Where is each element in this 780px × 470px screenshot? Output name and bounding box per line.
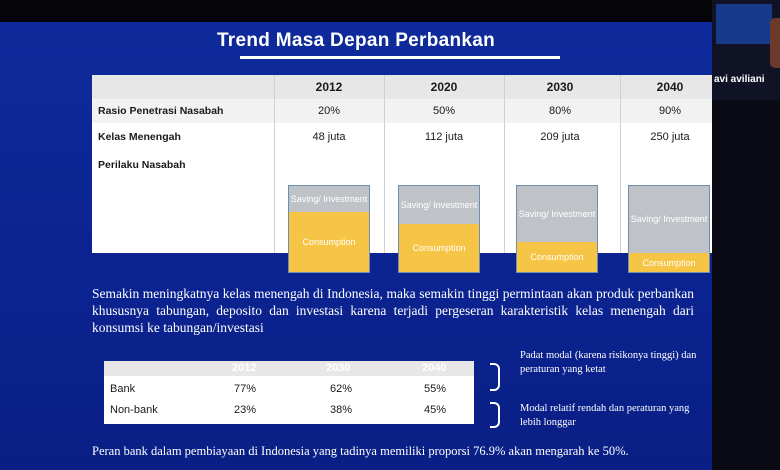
saving-segment: Saving/ Investment xyxy=(399,186,479,224)
top-bar xyxy=(0,0,780,22)
year-2020: 2020 xyxy=(430,80,458,94)
penetration-2012: 20% xyxy=(317,105,341,117)
presentation-slide: Trend Masa Depan Perbankan 2012 2020 203… xyxy=(0,22,712,470)
nonbank-2040: 45% xyxy=(424,404,447,416)
video-thumbnail[interactable] xyxy=(712,0,780,100)
bank-share-header xyxy=(104,361,474,376)
column-divider xyxy=(620,75,621,253)
note-nonbank: Modal relatif rendah dan peraturan yang … xyxy=(520,403,690,428)
nonbank-2030: 38% xyxy=(330,404,353,416)
year-2012: 2012 xyxy=(315,80,343,94)
behavior-bar-2030: Saving/ Investment Consumption xyxy=(516,185,598,273)
column-divider xyxy=(384,75,385,253)
right-panel xyxy=(712,100,780,470)
description-paragraph: Semakin meningkatnya kelas menengah di I… xyxy=(92,286,694,335)
row-label-behavior: Perilaku Nasabah xyxy=(98,159,186,171)
consumption-segment: Consumption xyxy=(289,212,369,272)
year-2040: 2040 xyxy=(656,80,684,94)
behavior-bar-2040: Saving/ Investment Consumption xyxy=(628,185,710,273)
penetration-2020: 50% xyxy=(432,105,456,117)
saving-segment: Saving/ Investment xyxy=(289,186,369,212)
behavior-bar-2012: Saving/ Investment Consumption xyxy=(288,185,370,273)
saving-segment: Saving/ Investment xyxy=(629,186,709,253)
nonbank-2012: 23% xyxy=(234,404,257,416)
middle-class-2012: 48 juta xyxy=(312,131,346,143)
middle-class-2020: 112 juta xyxy=(424,131,464,143)
penetration-2040: 90% xyxy=(658,105,682,117)
bank-2012: 77% xyxy=(234,383,257,395)
middle-class-2030: 209 juta xyxy=(540,131,580,143)
participant-name: avi aviliani xyxy=(714,74,765,85)
middle-class-2040: 250 juta xyxy=(650,131,690,143)
trend-table-header xyxy=(92,75,712,99)
column-divider xyxy=(504,75,505,253)
row-label-nonbank: Non-bank xyxy=(110,404,158,416)
video-participant xyxy=(770,18,780,68)
year-2030: 2030 xyxy=(546,80,574,94)
bank-share-table: 2012 2030 2040 Bank 77% 62% 55% Non-bank… xyxy=(104,361,474,424)
video-shared-screen xyxy=(716,4,772,44)
consumption-segment: Consumption xyxy=(629,253,709,272)
bank-2030: 62% xyxy=(330,383,353,395)
share-year-2040: 2040 xyxy=(422,362,447,374)
note-bank: Padat modal (karena risikonya tinggi) da… xyxy=(520,350,697,375)
behavior-bar-2020: Saving/ Investment Consumption xyxy=(398,185,480,273)
column-divider xyxy=(274,75,275,253)
bracket-bank xyxy=(490,363,500,391)
row-label-bank: Bank xyxy=(110,383,136,395)
trend-table: 2012 2020 2030 2040 Rasio Penetrasi Nasa… xyxy=(92,75,712,273)
row-label-penetration: Rasio Penetrasi Nasabah xyxy=(98,105,224,117)
row-label-middle-class: Kelas Menengah xyxy=(98,131,181,143)
bracket-nonbank xyxy=(490,402,500,428)
bank-2040: 55% xyxy=(424,383,447,395)
title-underline xyxy=(240,56,560,59)
share-year-2030: 2030 xyxy=(326,362,351,374)
penetration-2030: 80% xyxy=(548,105,572,117)
bottom-text: Peran bank dalam pembiayaan di Indonesia… xyxy=(92,444,629,458)
slide-title: Trend Masa Depan Perbankan xyxy=(216,30,496,51)
consumption-segment: Consumption xyxy=(399,224,479,272)
saving-segment: Saving/ Investment xyxy=(517,186,597,242)
share-year-2012: 2012 xyxy=(232,362,257,374)
consumption-segment: Consumption xyxy=(517,242,597,272)
trend-table-row-shade xyxy=(92,99,712,123)
